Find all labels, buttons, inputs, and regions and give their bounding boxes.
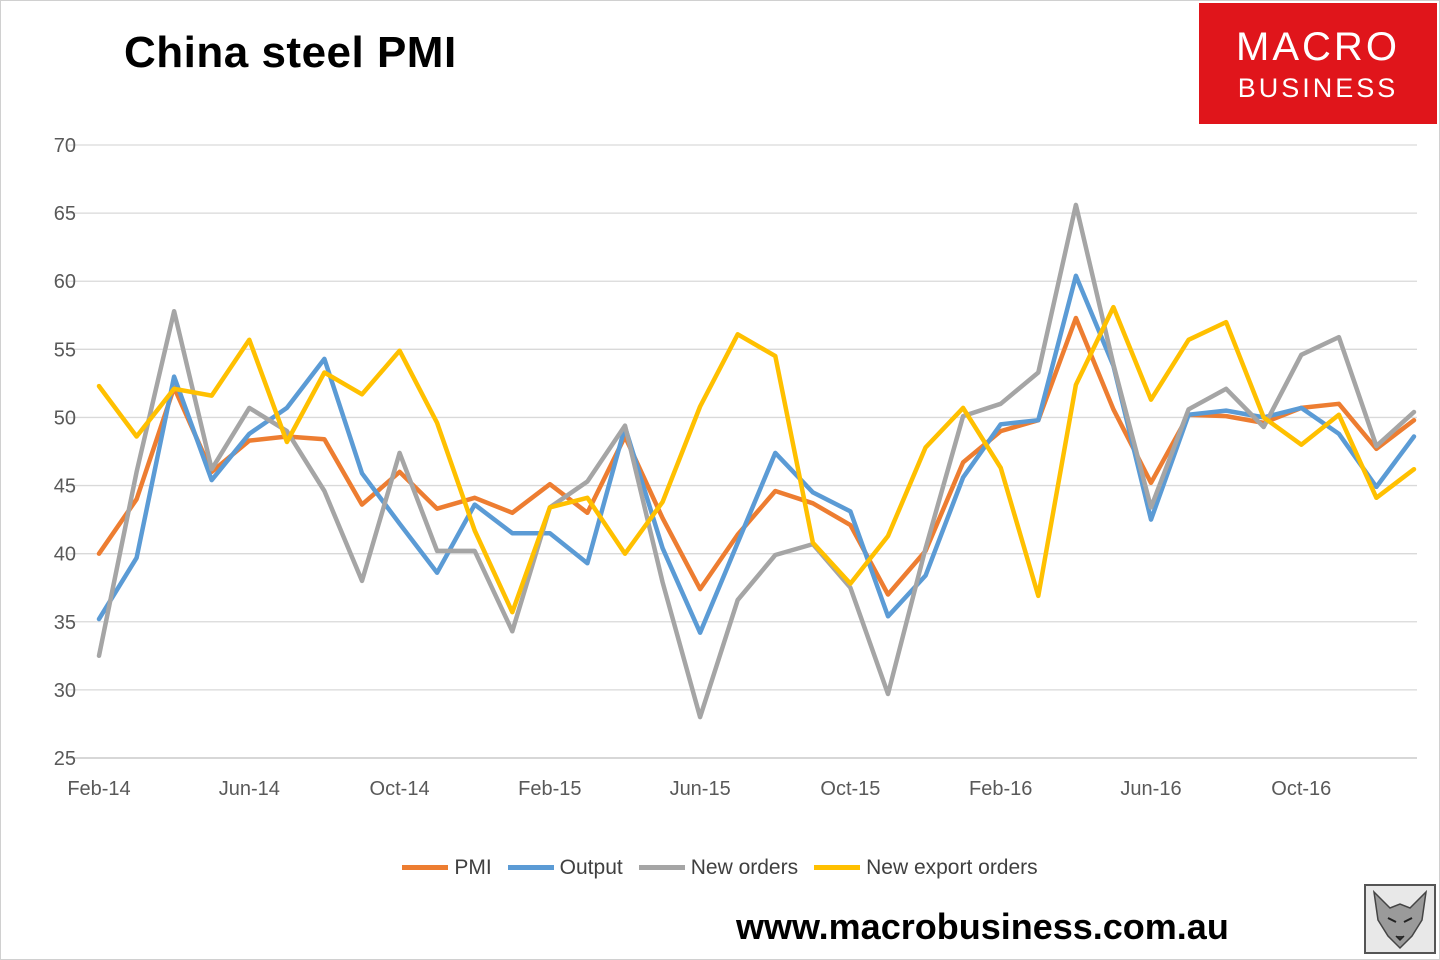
y-tick-label: 35 xyxy=(54,612,76,634)
chart-title: China steel PMI xyxy=(124,28,457,77)
legend-item-new-orders: New orders xyxy=(638,855,799,880)
logo-line-2: BUSINESS xyxy=(1237,73,1399,103)
series-line-new-orders xyxy=(96,202,1417,720)
x-tick-label: Jun-14 xyxy=(219,778,280,800)
wolf-logo-icon xyxy=(1364,884,1436,954)
y-tick-label: 45 xyxy=(54,476,76,498)
y-tick-label: 55 xyxy=(54,339,76,361)
x-tick-label: Oct-16 xyxy=(1271,778,1331,800)
x-tick-label: Oct-14 xyxy=(370,778,430,800)
macro-business-logo: MACRO BUSINESS xyxy=(1199,3,1437,124)
series-line-output xyxy=(96,273,1417,635)
x-tick-label: Feb-15 xyxy=(518,778,581,800)
legend-item-new-export-orders: New export orders xyxy=(814,856,1038,880)
legend-label: Output xyxy=(559,855,623,879)
y-tick-label: 30 xyxy=(54,680,76,702)
legend-swatch xyxy=(638,865,685,870)
x-tick-label: Jun-16 xyxy=(1120,778,1181,800)
y-tick-label: 50 xyxy=(54,407,76,429)
legend-item-output: Output xyxy=(507,855,623,880)
legend-swatch xyxy=(402,865,449,870)
logo-line-1: MACRO xyxy=(1236,25,1400,69)
legend-item-pmi: PMI xyxy=(402,855,492,880)
y-tick-label: 65 xyxy=(54,203,76,225)
x-tick-label: Feb-14 xyxy=(67,778,130,800)
series-line-new-export-orders xyxy=(96,304,1417,615)
legend-label: PMI xyxy=(454,855,492,879)
chart-legend: PMI Output New orders New export orders xyxy=(0,852,1440,880)
x-tick-label: Feb-16 xyxy=(969,778,1032,800)
y-tick-label: 70 xyxy=(54,135,76,157)
y-tick-label: 40 xyxy=(54,544,76,566)
legend-label: New orders xyxy=(690,855,799,879)
website-url: www.macrobusiness.com.au xyxy=(736,906,1229,947)
legend-label: New export orders xyxy=(866,855,1038,879)
y-tick-label: 60 xyxy=(54,271,76,293)
legend-swatch xyxy=(814,865,861,870)
y-tick-label: 25 xyxy=(54,748,76,770)
legend-swatch xyxy=(507,865,554,870)
x-tick-label: Oct-15 xyxy=(820,778,880,800)
x-tick-label: Jun-15 xyxy=(670,778,731,800)
